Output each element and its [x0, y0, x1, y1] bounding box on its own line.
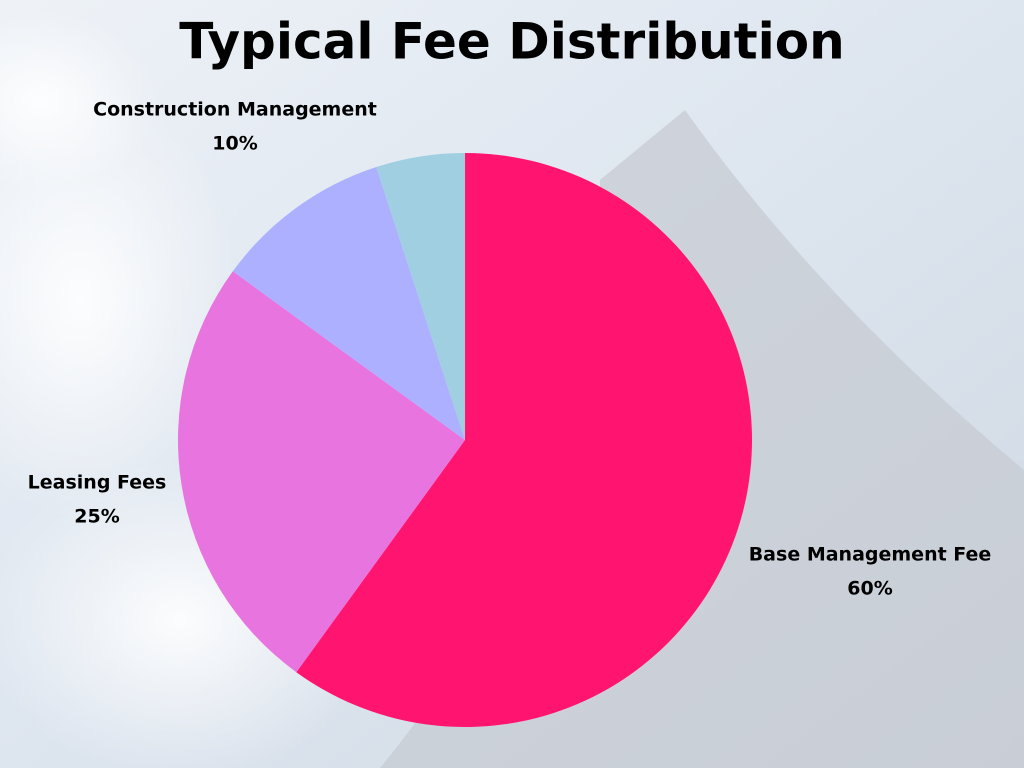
slice-value-label: 10%: [212, 133, 257, 155]
chart-title: Typical Fee Distribution: [179, 13, 844, 71]
pie-slice: [296, 153, 753, 727]
slice-label: Construction Management: [93, 99, 377, 121]
pie-slice: [376, 153, 465, 440]
pie-slice: [177, 271, 465, 673]
slice-label: Leasing Fees: [28, 472, 167, 494]
slice-value-label: 60%: [847, 578, 892, 600]
slice-label: Base Management Fee: [749, 544, 992, 566]
slice-value-label: 25%: [74, 506, 119, 528]
pie-slice: [232, 167, 465, 440]
